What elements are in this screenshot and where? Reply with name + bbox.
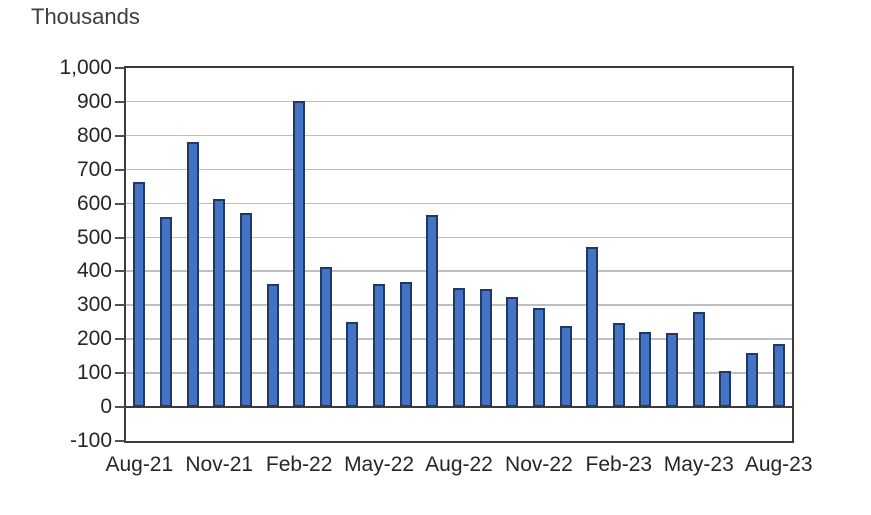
x-tick-label: Feb-23 bbox=[585, 453, 653, 476]
x-tick-label: Nov-21 bbox=[185, 453, 254, 476]
bar-Feb-23 bbox=[612, 323, 625, 408]
gridline bbox=[126, 168, 792, 171]
y-tick-label: -100 bbox=[69, 429, 112, 452]
y-axis-tick bbox=[115, 100, 125, 103]
y-tick-label: 1,000 bbox=[59, 56, 112, 79]
y-axis-tick bbox=[115, 406, 125, 409]
y-tick-label: 800 bbox=[76, 123, 112, 147]
gridline bbox=[126, 270, 792, 272]
bar-May-23 bbox=[692, 311, 705, 408]
plot-area bbox=[124, 66, 794, 443]
y-tick-label: 300 bbox=[76, 293, 112, 317]
bar-Jun-22 bbox=[399, 281, 412, 408]
bar-Jul-22 bbox=[426, 214, 439, 408]
y-tick-label: 500 bbox=[76, 225, 112, 249]
bar-Sep-21 bbox=[159, 217, 172, 408]
gridline bbox=[126, 202, 792, 205]
bar-Feb-22 bbox=[293, 100, 306, 408]
y-tick-label: 900 bbox=[76, 89, 112, 113]
y-tick-label: 600 bbox=[76, 191, 112, 215]
bar-Apr-22 bbox=[346, 321, 359, 408]
bar-Nov-21 bbox=[213, 198, 226, 408]
bar-Jan-23 bbox=[586, 247, 599, 408]
x-tick-label: Aug-21 bbox=[105, 453, 174, 476]
bar-Dec-21 bbox=[239, 213, 252, 408]
x-tick-label: Nov-22 bbox=[505, 453, 573, 476]
y-tick-label: 100 bbox=[76, 361, 112, 385]
gridline bbox=[126, 236, 792, 239]
x-tick-label: Aug-22 bbox=[425, 453, 493, 476]
y-tick-label: 200 bbox=[76, 327, 112, 351]
y-axis-tick bbox=[115, 440, 125, 442]
y-axis-tick bbox=[115, 338, 125, 341]
bar-Mar-23 bbox=[639, 332, 652, 408]
bar-Jul-23 bbox=[746, 352, 759, 408]
x-tick-label: Feb-22 bbox=[265, 453, 333, 476]
y-axis-tick bbox=[115, 168, 125, 171]
bar-Jan-22 bbox=[266, 283, 279, 408]
gridline bbox=[126, 134, 792, 137]
x-tick-label: May-22 bbox=[344, 453, 415, 476]
bar-Oct-21 bbox=[186, 141, 199, 408]
y-axis-unit-label: Thousands bbox=[31, 4, 140, 29]
y-axis-tick bbox=[115, 67, 125, 69]
y-tick-label: 0 bbox=[100, 395, 112, 419]
bar-Mar-22 bbox=[319, 267, 332, 408]
y-tick-label: 400 bbox=[76, 259, 112, 283]
x-tick-label: Aug-23 bbox=[744, 453, 813, 476]
bar-Aug-23 bbox=[772, 343, 785, 408]
bar-Aug-21 bbox=[133, 182, 146, 408]
bar-Apr-23 bbox=[666, 332, 679, 408]
bar-Aug-22 bbox=[453, 287, 465, 408]
bar-May-22 bbox=[373, 284, 386, 408]
zero-axis-line bbox=[126, 406, 792, 409]
x-tick-label: May-23 bbox=[663, 453, 734, 476]
bar-Sep-22 bbox=[479, 288, 492, 408]
bar-Dec-22 bbox=[559, 325, 572, 408]
y-axis-tick bbox=[115, 304, 125, 307]
bar-Jun-23 bbox=[719, 370, 732, 408]
y-axis-tick bbox=[115, 202, 125, 205]
y-axis-tick bbox=[115, 270, 125, 273]
y-axis-tick bbox=[115, 372, 125, 375]
y-axis-tick bbox=[115, 236, 125, 239]
bar-Oct-22 bbox=[506, 296, 519, 408]
bar-Nov-22 bbox=[532, 308, 545, 408]
gridline bbox=[126, 100, 792, 103]
y-axis-tick bbox=[115, 134, 125, 137]
y-tick-label: 700 bbox=[76, 157, 112, 181]
